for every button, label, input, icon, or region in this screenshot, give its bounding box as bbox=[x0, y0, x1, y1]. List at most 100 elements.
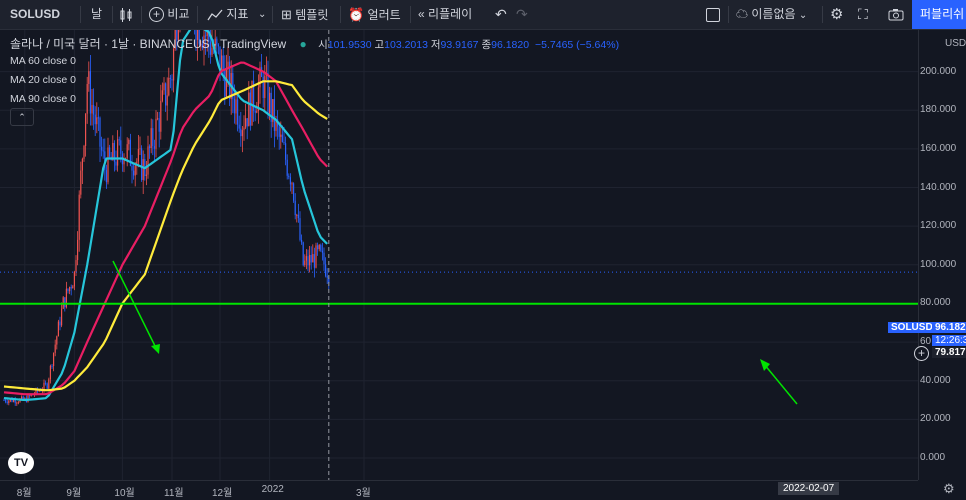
price-chart[interactable] bbox=[0, 30, 918, 480]
publish-button[interactable]: 퍼블리쉬 bbox=[912, 0, 966, 29]
legend-ma20[interactable]: MA 20 close 0 bbox=[10, 74, 76, 86]
add-level-plus-icon[interactable]: + bbox=[914, 346, 929, 361]
candle-body bbox=[169, 77, 171, 79]
templates-button[interactable]: ⊞ 템플릿 bbox=[281, 7, 329, 22]
candle-body bbox=[225, 69, 227, 97]
candle-body bbox=[65, 288, 67, 308]
redo-icon[interactable]: ↷ bbox=[516, 6, 528, 22]
candle-body bbox=[307, 256, 309, 266]
legend-collapse-button[interactable]: ⌃ bbox=[10, 108, 34, 126]
replay-button[interactable]: « 리플레이 bbox=[418, 7, 473, 21]
candle-body bbox=[291, 183, 293, 185]
candle-body bbox=[232, 73, 234, 99]
candle-body bbox=[126, 144, 128, 158]
candle-body bbox=[94, 114, 96, 125]
currency-label[interactable]: USD bbox=[945, 38, 966, 49]
candle-body bbox=[221, 55, 223, 73]
time-axis[interactable] bbox=[0, 480, 918, 500]
ma90-line bbox=[3, 80, 328, 392]
candle-body bbox=[134, 165, 136, 176]
layout-name-button[interactable]: ☁ 이름없음 ⌄ bbox=[736, 7, 808, 21]
gear-icon[interactable]: ⚙ bbox=[943, 481, 955, 496]
candle-body bbox=[240, 128, 242, 137]
toolbar-divider bbox=[410, 6, 411, 23]
candle-body bbox=[286, 159, 288, 176]
candle-body bbox=[91, 105, 93, 114]
candle-body bbox=[269, 92, 271, 114]
candle-body bbox=[77, 239, 79, 261]
alert-button[interactable]: ⏰ 얼러트 bbox=[348, 7, 401, 22]
candle-body bbox=[112, 142, 114, 161]
toolbar-divider bbox=[141, 6, 142, 23]
candle-body bbox=[248, 92, 250, 127]
time-tick: 3월 bbox=[356, 488, 371, 499]
price-tick: 180.000 bbox=[920, 104, 957, 116]
candle-body bbox=[125, 157, 127, 160]
drawings bbox=[0, 30, 918, 480]
gear-icon[interactable]: ⚙ bbox=[830, 6, 844, 23]
candle-body bbox=[21, 396, 23, 399]
fullscreen-toggle[interactable] bbox=[706, 0, 720, 29]
cloud-icon: ☁ bbox=[736, 7, 749, 21]
candle-body bbox=[267, 72, 269, 114]
candle-body bbox=[289, 177, 291, 185]
candle-body bbox=[309, 254, 311, 266]
candle-body bbox=[123, 159, 125, 165]
candle-body bbox=[101, 146, 103, 151]
candles-icon bbox=[120, 7, 132, 22]
candle-body bbox=[155, 118, 157, 149]
candle-body bbox=[145, 174, 147, 176]
candle-body bbox=[229, 61, 231, 99]
moving-averages bbox=[3, 30, 328, 401]
legend-ma60[interactable]: MA 60 close 0 bbox=[10, 55, 76, 67]
chevron-down-icon[interactable]: ⌄ bbox=[258, 9, 267, 20]
candle-body bbox=[51, 365, 53, 367]
candle-body bbox=[120, 140, 122, 154]
compare-button[interactable]: + 비교 bbox=[149, 0, 189, 29]
candle-body bbox=[326, 275, 328, 278]
candle-body bbox=[249, 92, 251, 126]
candle-body bbox=[29, 395, 31, 397]
candle-body bbox=[150, 128, 152, 149]
price-tick: 140.000 bbox=[920, 181, 957, 193]
toolbar-divider bbox=[112, 6, 113, 23]
candle-body bbox=[57, 321, 59, 337]
arrow-breakout-head bbox=[151, 344, 160, 354]
interval-button[interactable]: 날 bbox=[91, 7, 103, 21]
candle-body bbox=[43, 382, 45, 390]
candles bbox=[3, 30, 330, 406]
candle-body bbox=[16, 402, 18, 404]
candle-body bbox=[102, 150, 104, 152]
price-tick: 200.000 bbox=[920, 65, 957, 77]
candle-body bbox=[237, 99, 239, 125]
candle-body bbox=[93, 105, 95, 115]
camera-icon[interactable] bbox=[888, 0, 904, 29]
legend-ma90[interactable]: MA 90 close 0 bbox=[10, 93, 76, 105]
candle-body bbox=[171, 78, 173, 81]
price-axis[interactable] bbox=[918, 30, 966, 480]
chart-type-button[interactable] bbox=[118, 0, 134, 29]
candle-body bbox=[176, 30, 178, 41]
candle-body bbox=[109, 147, 111, 157]
undo-icon[interactable]: ↶ bbox=[495, 6, 507, 22]
candle-body bbox=[45, 382, 47, 384]
chevron-up-icon: ⌃ bbox=[18, 112, 26, 122]
candle-body bbox=[86, 83, 88, 114]
toolbar-divider bbox=[340, 6, 341, 23]
candle-body bbox=[246, 118, 248, 127]
symbol-search[interactable]: SOLUSD bbox=[10, 7, 61, 21]
candle-body bbox=[197, 30, 199, 41]
candle-body bbox=[160, 100, 162, 132]
candle-body bbox=[318, 244, 320, 250]
candle-body bbox=[245, 118, 247, 128]
candle-body bbox=[297, 214, 299, 219]
indicators-button[interactable]: 지표 bbox=[207, 0, 248, 29]
candle-body bbox=[40, 390, 42, 392]
fullscreen-icon[interactable]: ⛶ bbox=[858, 6, 868, 22]
candle-body bbox=[17, 402, 19, 404]
rewind-icon: « bbox=[418, 7, 425, 21]
candle-body bbox=[206, 30, 208, 36]
candle-body bbox=[227, 61, 229, 70]
candle-body bbox=[78, 194, 80, 240]
candle-body bbox=[166, 95, 168, 106]
